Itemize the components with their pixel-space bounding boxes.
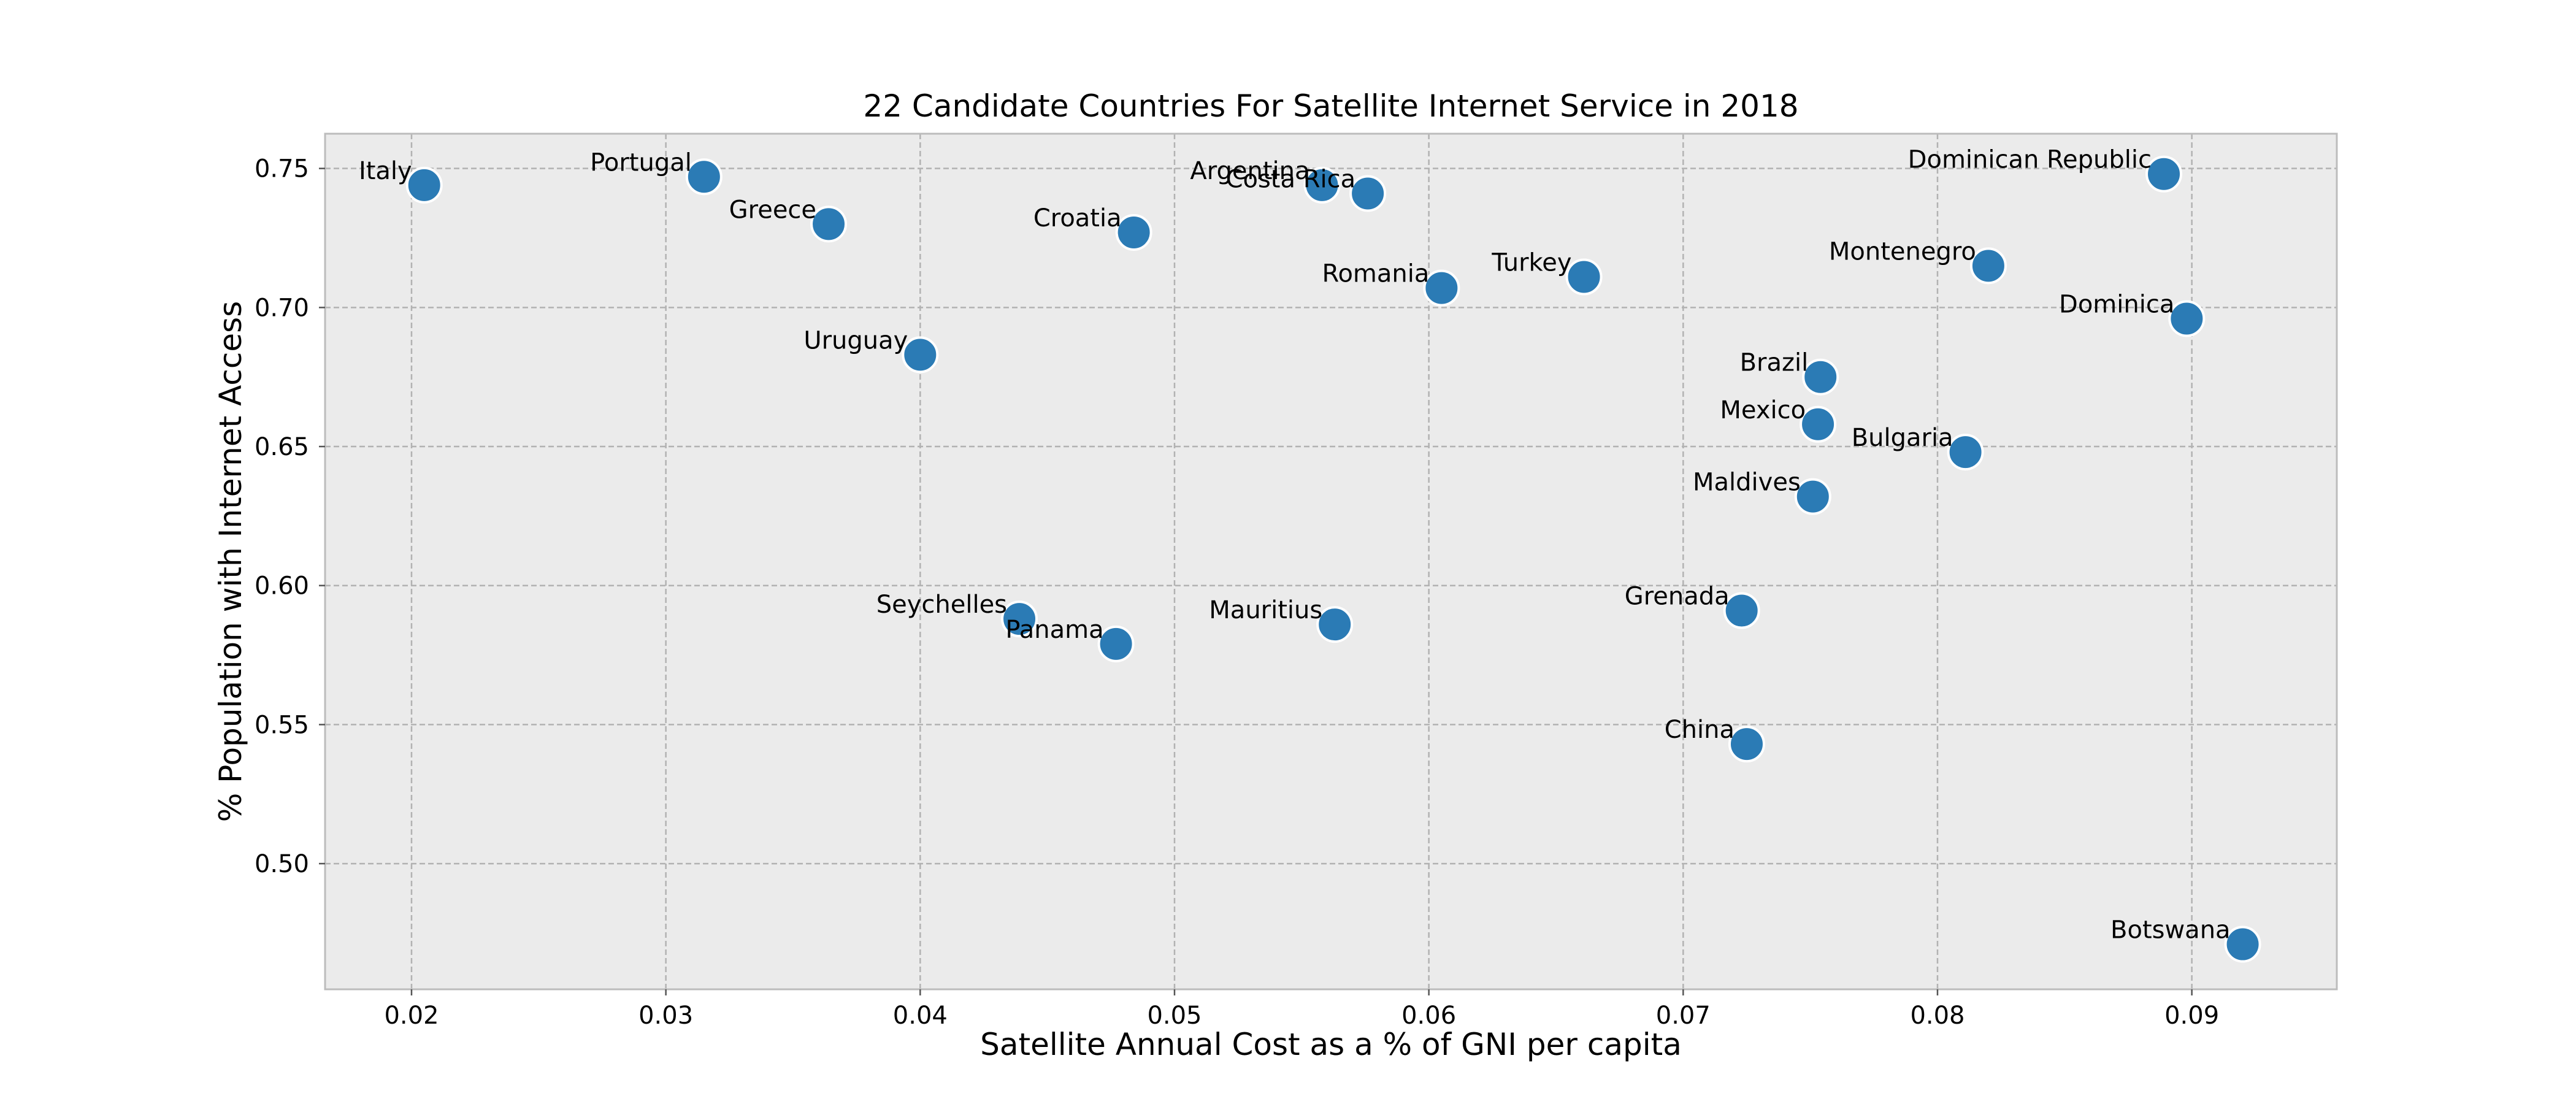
point-label: Argentina [1190,157,1309,185]
point-label: Romania [1322,260,1429,288]
x-tick-label: 0.03 [638,1002,693,1030]
x-tick-label: 0.08 [1910,1002,1965,1030]
point-label: Bulgaria [1852,424,1953,452]
y-axis-label: % Population with Internet Access [213,301,248,822]
data-point [810,205,848,243]
point-label: Grenada [1625,583,1730,611]
data-point [685,158,723,196]
y-tick-label: 0.65 [255,433,309,461]
plot-frame [324,132,2338,991]
point-label: Costa Rica [1226,165,1356,193]
data-points [405,155,2261,963]
point-label: Dominican Republic [1908,146,2152,174]
point-label: Dominica [2059,290,2174,318]
x-tick-label: 0.07 [1656,1002,1711,1030]
point-label: Botswana [2110,916,2231,945]
x-tick-label: 0.04 [893,1002,948,1030]
data-point [1565,258,1603,296]
x-tick-label: 0.02 [384,1002,439,1030]
data-point [1303,166,1341,204]
data-point [1001,600,1038,638]
point-label: Mexico [1720,396,1806,424]
point-label: Mauritius [1209,596,1322,624]
data-point [1794,478,1831,515]
point-label: Seychelles [876,591,1007,619]
axis-ticks: 0.02 0.03 0.04 0.05 0.06 0.07 0.08 0.09 0.50 0.55… [255,155,2219,1030]
y-tick-label: 0.60 [255,572,309,600]
data-point [1723,592,1760,629]
data-point [1423,269,1460,307]
point-label: Croatia [1033,204,1122,232]
point-label: China [1665,716,1735,744]
chart-title: 22 Candidate Countries For Satellite Int… [863,88,1798,124]
point-label: Brazil [1740,349,1809,377]
y-tick-label: 0.50 [255,850,309,878]
x-tick-label: 0.05 [1147,1002,1202,1030]
point-label: Uruguay [803,326,908,355]
point-label: Montenegro [1829,237,1976,266]
data-point [2224,926,2261,963]
data-point [1728,726,1765,763]
x-axis-label: Satellite Annual Cost as a % of GNI per … [980,1027,1682,1062]
y-tick-label: 0.70 [255,294,309,322]
data-point [1802,358,1839,396]
data-point [902,336,939,374]
data-point [405,166,443,204]
data-point [1349,175,1387,212]
point-label: Greece [729,196,816,224]
point-labels: Italy Portugal Greece Croatia ArgentinaCosta… [359,146,2231,945]
point-label: Maldives [1693,469,1801,497]
data-point [2145,155,2183,193]
point-label: Portugal [590,148,692,177]
data-point [1969,247,2007,285]
point-label: Turkey [1491,248,1571,277]
point-label: Italy [359,157,412,185]
x-tick-label: 0.06 [1401,1002,1456,1030]
data-point [1097,625,1135,662]
data-point [2168,300,2206,337]
x-tick-label: 0.09 [2164,1002,2219,1030]
data-point [1115,213,1152,251]
data-point [1800,405,1837,443]
y-tick-label: 0.55 [255,711,309,739]
data-point [1947,434,1984,471]
grid-lines [325,134,2337,989]
y-tick-label: 0.75 [255,155,309,183]
point-label: Panama [1005,616,1103,644]
data-point [1316,606,1354,643]
